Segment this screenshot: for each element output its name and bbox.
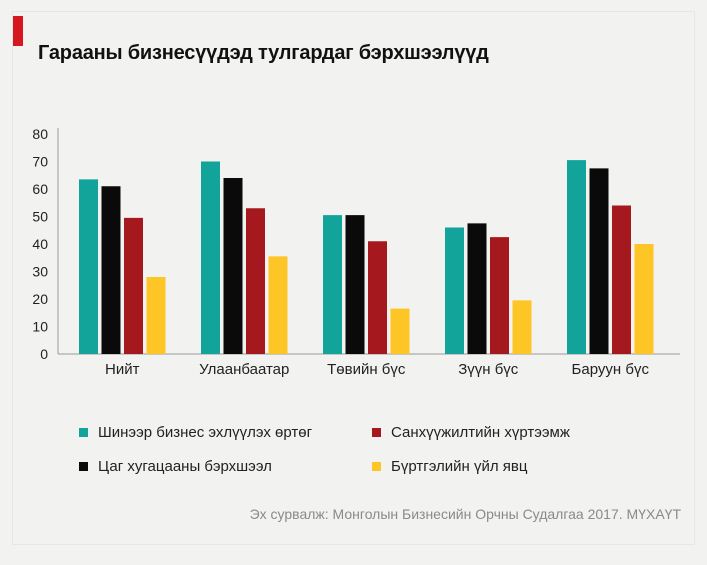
bar [445, 227, 464, 354]
legend-label: Бүртгэлийн үйл явц [391, 458, 528, 475]
x-tick-label: Нийт [105, 361, 140, 378]
bar [323, 215, 342, 354]
chart-title: Гарааны бизнесүүдэд тулгардаг бэрхшээлүү… [38, 42, 489, 64]
legend-item-financing-access: Санхүүжилтийн хүртээмж [372, 424, 570, 441]
bar [223, 178, 243, 354]
y-tick-label: 50 [32, 209, 48, 225]
bar [79, 179, 98, 354]
legend-label: Цаг хугацааны бэрхшээл [98, 458, 272, 475]
x-tick-label: Улаанбаатар [199, 361, 289, 378]
source-note: Эх сурвалж: Монголын Бизнесийн Орчны Суд… [249, 506, 681, 522]
y-tick-label: 30 [32, 264, 48, 280]
bar [124, 217, 143, 354]
bar [490, 237, 509, 354]
bar [589, 168, 609, 354]
y-tick-label: 20 [32, 291, 48, 307]
y-tick-label: 70 [32, 154, 48, 170]
y-tick-label: 80 [32, 126, 48, 142]
legend-label: Санхүүжилтийн хүртээмж [391, 424, 570, 441]
x-tick-label: Төвийн бүс [327, 361, 406, 378]
bar [101, 186, 121, 354]
bar [512, 300, 532, 354]
bar [467, 223, 487, 354]
bar [368, 241, 387, 354]
bar [146, 277, 166, 354]
legend-label: Шинээр бизнес эхлүүлэх өртөг [98, 424, 313, 441]
bar [390, 308, 410, 354]
y-tick-label: 10 [32, 319, 48, 335]
bar [201, 161, 220, 354]
bar [634, 244, 654, 354]
legend-swatch [372, 428, 381, 437]
legend-swatch [372, 462, 381, 471]
y-tick-label: 0 [40, 346, 48, 362]
legend-swatch [79, 462, 88, 471]
x-tick-label: Зүүн бүс [458, 361, 519, 378]
x-tick-label: Баруун бүс [572, 361, 650, 378]
bar [345, 215, 365, 354]
bar [268, 256, 288, 354]
y-tick-label: 40 [32, 236, 48, 252]
legend-swatch [79, 428, 88, 437]
y-tick-label: 60 [32, 181, 48, 197]
bar [246, 208, 265, 354]
legend-item-time-burden: Цаг хугацааны бэрхшээл [79, 458, 272, 475]
red-accent-bar [13, 16, 23, 46]
bar [612, 205, 631, 354]
legend-item-startup-cost: Шинээр бизнес эхлүүлэх өртөг [79, 424, 312, 441]
bar [567, 160, 586, 354]
legend-item-registration-process: Бүртгэлийн үйл явц [372, 458, 527, 475]
